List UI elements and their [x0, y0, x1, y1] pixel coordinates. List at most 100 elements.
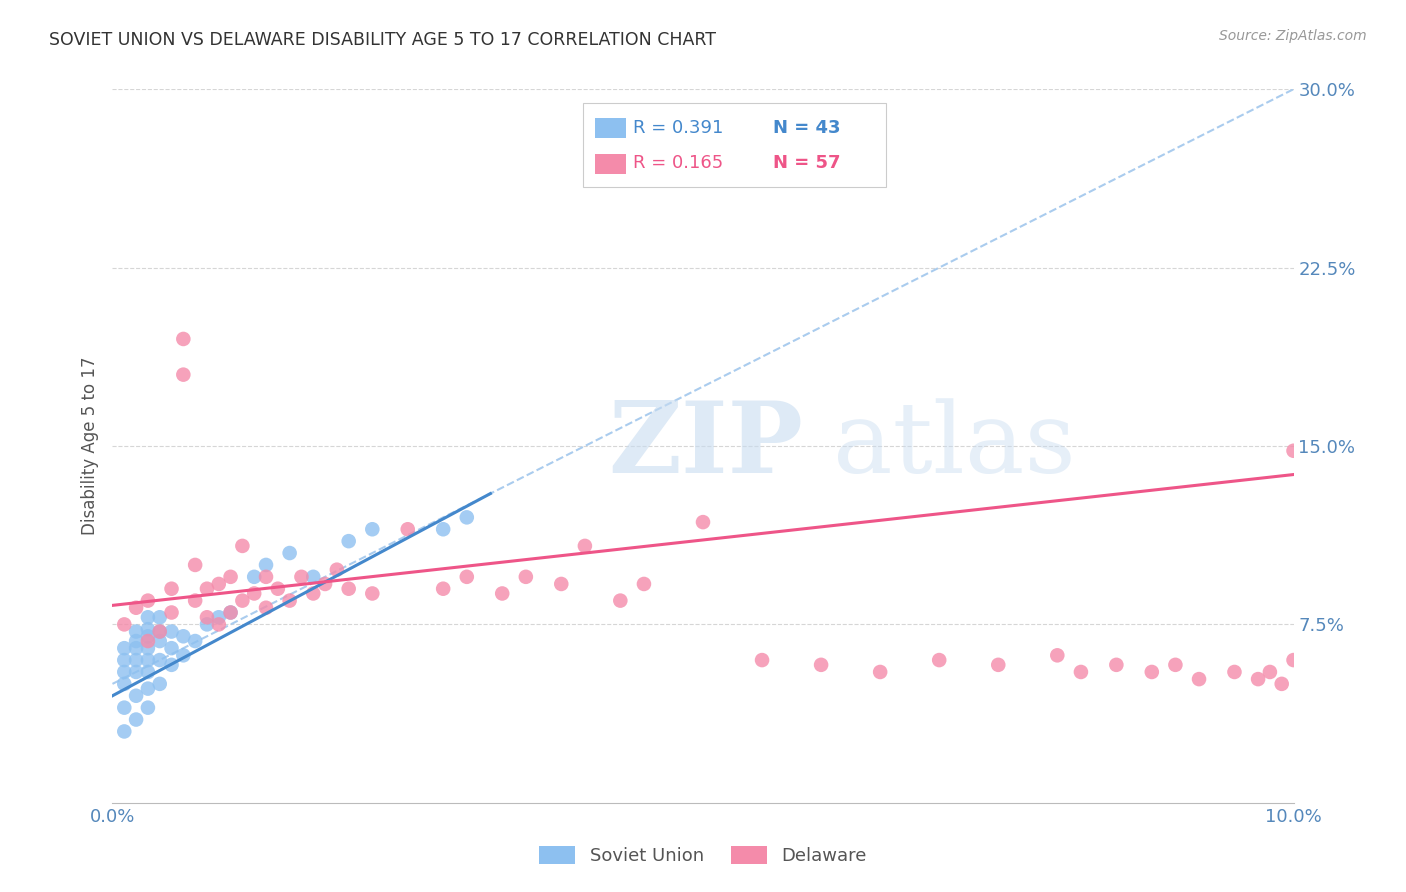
Text: SOVIET UNION VS DELAWARE DISABILITY AGE 5 TO 17 CORRELATION CHART: SOVIET UNION VS DELAWARE DISABILITY AGE … — [49, 31, 716, 49]
Point — [810, 657, 832, 672]
Point — [112, 617, 135, 632]
Text: R = 0.165: R = 0.165 — [633, 154, 723, 172]
Point — [515, 570, 537, 584]
Point — [160, 582, 183, 596]
Point — [1247, 672, 1270, 686]
Text: N = 43: N = 43 — [773, 119, 841, 136]
Point — [208, 610, 231, 624]
Point — [254, 570, 277, 584]
Point — [112, 665, 135, 679]
Point — [112, 677, 135, 691]
Point — [361, 522, 384, 536]
Point — [219, 570, 242, 584]
Point — [195, 617, 218, 632]
Point — [125, 641, 148, 656]
Point — [987, 657, 1010, 672]
Point — [172, 368, 194, 382]
Point — [254, 600, 277, 615]
Point — [112, 724, 135, 739]
Point — [149, 677, 172, 691]
Point — [231, 539, 253, 553]
Point — [219, 606, 242, 620]
Point — [172, 332, 194, 346]
Point — [1271, 677, 1294, 691]
Point — [290, 570, 312, 584]
Point — [278, 593, 301, 607]
Point — [136, 634, 159, 648]
Point — [149, 624, 172, 639]
Text: Source: ZipAtlas.com: Source: ZipAtlas.com — [1219, 29, 1367, 43]
Point — [456, 510, 478, 524]
Point — [314, 577, 336, 591]
Text: N = 57: N = 57 — [773, 154, 841, 172]
Point — [1070, 665, 1092, 679]
Point — [491, 586, 513, 600]
Point — [254, 558, 277, 572]
Text: atlas: atlas — [832, 398, 1076, 494]
Point — [125, 634, 148, 648]
Point — [231, 593, 253, 607]
Point — [432, 582, 454, 596]
Point — [1105, 657, 1128, 672]
Point — [160, 606, 183, 620]
Point — [456, 570, 478, 584]
Point — [136, 665, 159, 679]
Point — [184, 593, 207, 607]
Point — [125, 689, 148, 703]
Point — [125, 665, 148, 679]
Point — [125, 653, 148, 667]
Point — [1282, 653, 1305, 667]
Point — [136, 681, 159, 696]
Point — [184, 634, 207, 648]
Point — [396, 522, 419, 536]
Point — [633, 577, 655, 591]
Point — [172, 629, 194, 643]
Point — [243, 570, 266, 584]
Point — [302, 586, 325, 600]
Point — [1223, 665, 1246, 679]
Text: R = 0.391: R = 0.391 — [633, 119, 723, 136]
Point — [172, 648, 194, 663]
Point — [337, 534, 360, 549]
Point — [1046, 648, 1069, 663]
Point — [550, 577, 572, 591]
Point — [337, 582, 360, 596]
Point — [195, 582, 218, 596]
Point — [574, 539, 596, 553]
Point — [112, 700, 135, 714]
Point — [184, 558, 207, 572]
Point — [136, 653, 159, 667]
Point — [869, 665, 891, 679]
Point — [149, 653, 172, 667]
Point — [136, 622, 159, 636]
Point — [125, 600, 148, 615]
Text: ZIP: ZIP — [609, 398, 803, 494]
Point — [326, 563, 349, 577]
Point — [125, 624, 148, 639]
Point — [243, 586, 266, 600]
Point — [125, 713, 148, 727]
Point — [149, 610, 172, 624]
Point — [195, 610, 218, 624]
Point — [751, 653, 773, 667]
Point — [1282, 443, 1305, 458]
Point — [160, 624, 183, 639]
Point — [149, 624, 172, 639]
Point — [302, 570, 325, 584]
Point — [1140, 665, 1163, 679]
Point — [136, 593, 159, 607]
Legend: Soviet Union, Delaware: Soviet Union, Delaware — [531, 838, 875, 872]
Point — [267, 582, 290, 596]
Point — [1258, 665, 1281, 679]
Point — [160, 641, 183, 656]
Point — [609, 593, 631, 607]
Point — [160, 657, 183, 672]
Point — [928, 653, 950, 667]
Point — [692, 515, 714, 529]
Point — [136, 641, 159, 656]
Y-axis label: Disability Age 5 to 17: Disability Age 5 to 17 — [80, 357, 98, 535]
Point — [361, 586, 384, 600]
Point — [112, 641, 135, 656]
Point — [112, 653, 135, 667]
Point — [136, 629, 159, 643]
